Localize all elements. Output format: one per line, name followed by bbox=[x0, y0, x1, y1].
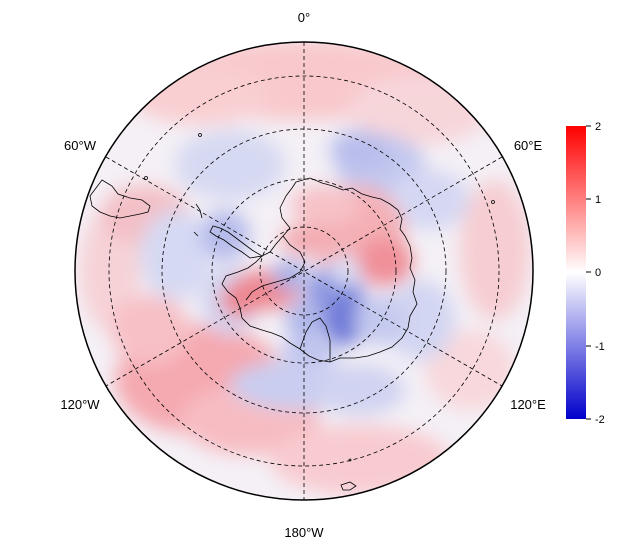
colorbar-tick-label: -2 bbox=[595, 414, 605, 426]
label-0: 0° bbox=[298, 10, 310, 25]
meridian-60e-120w bbox=[105, 156, 503, 387]
label-120e: 120°E bbox=[510, 397, 546, 412]
latitude-circle bbox=[211, 178, 397, 364]
map-boundary bbox=[74, 41, 534, 501]
label-180w: 180°W bbox=[284, 525, 324, 540]
colorbar-tick-label: 2 bbox=[595, 121, 601, 133]
meridian-60w-120e bbox=[105, 156, 503, 387]
colorbar-tick-label: 1 bbox=[595, 194, 601, 206]
label-60e: 60°E bbox=[514, 138, 543, 153]
graticule bbox=[105, 42, 503, 500]
label-120w: 120°W bbox=[60, 397, 100, 412]
colorbar-tick-label: -1 bbox=[595, 341, 605, 353]
antarctic-peninsula bbox=[209, 225, 264, 259]
colorbar: 2 1 0 -1 -2 bbox=[566, 121, 605, 426]
latitude-circle bbox=[259, 226, 349, 316]
label-60w: 60°W bbox=[64, 138, 97, 153]
antarctica-coastline bbox=[221, 177, 418, 363]
colorbar-tick-label: 0 bbox=[595, 267, 601, 279]
latitude-circle bbox=[108, 75, 500, 467]
colorbar-gradient bbox=[566, 126, 586, 419]
